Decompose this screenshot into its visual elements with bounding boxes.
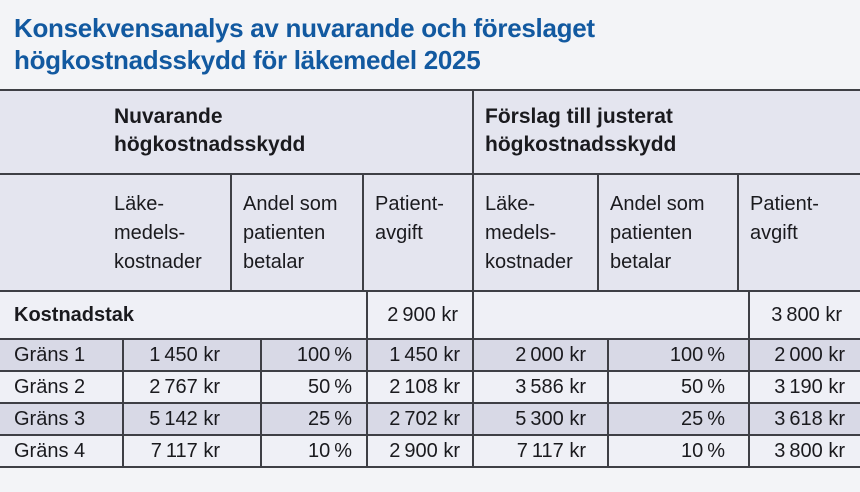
page-title: Konsekvensanalys av nuvarande och föresl…	[14, 12, 846, 76]
table-cell: 100 %	[260, 340, 366, 370]
infographic-page: Konsekvensanalys av nuvarande och föresl…	[0, 12, 860, 492]
table-cell: 2 900 kr	[366, 436, 472, 466]
page-title-line2: högkostnadsskydd för läkemedel 2025	[14, 45, 481, 75]
table-cell: 3 586 kr	[472, 372, 607, 402]
table-row-grans-3: Gräns 3 5 142 kr 25 % 2 702 kr 5 300 kr …	[0, 404, 860, 436]
row-label: Gräns 2	[14, 375, 86, 398]
row-label-kostnadstak: Kostnadstak	[14, 303, 135, 326]
cell-kostnadstak-forslag-spacer	[472, 292, 748, 338]
row-label: Gräns 3	[14, 407, 86, 430]
table-cell: 2 767 kr	[122, 372, 260, 402]
column-header-nuvarande-andel: Andel som patienten betalar	[230, 175, 362, 290]
group-header-forslag: Förslag till justerat högkostnadsskydd	[472, 91, 860, 173]
table-cell: 5 142 kr	[122, 404, 260, 434]
table-cell: 2 000 kr	[472, 340, 607, 370]
cost-protection-table: Nuvarande högkostnadsskydd Förslag till …	[0, 89, 860, 468]
table-cell: 25 %	[260, 404, 366, 434]
table-cell: 50 %	[260, 372, 366, 402]
table-cell: 1 450 kr	[366, 340, 472, 370]
table-row-grans-1: Gräns 1 1 450 kr 100 % 1 450 kr 2 000 kr…	[0, 340, 860, 372]
table-cell: 3 800 kr	[748, 436, 860, 466]
column-header-nuvarande-patientavgift: Patient- avgift	[362, 175, 472, 290]
group-header-row: Nuvarande högkostnadsskydd Förslag till …	[0, 91, 860, 175]
cell-kostnadstak-forslag-patientavgift: 3 800 kr	[748, 292, 860, 338]
table-cell: 10 %	[260, 436, 366, 466]
table-cell: 10 %	[607, 436, 748, 466]
table-cell: 50 %	[607, 372, 748, 402]
column-header-forslag-lakemedelskostnader: Läke- medels- kostnader	[472, 175, 597, 290]
table-row-grans-4: Gräns 4 7 117 kr 10 % 2 900 kr 7 117 kr …	[0, 436, 860, 468]
cell-kostnadstak-nuvarande-patientavgift: 2 900 kr	[366, 292, 472, 338]
table-cell: 3 190 kr	[748, 372, 860, 402]
kostnadstak-row: Kostnadstak 2 900 kr 3 800 kr	[0, 292, 860, 340]
table-cell: 7 117 kr	[122, 436, 260, 466]
page-title-line1: Konsekvensanalys av nuvarande och föresl…	[14, 13, 595, 43]
column-header-forslag-andel: Andel som patienten betalar	[597, 175, 737, 290]
row-label: Gräns 1	[14, 343, 86, 366]
table-cell: 100 %	[607, 340, 748, 370]
table-cell: 2 000 kr	[748, 340, 860, 370]
table-cell: 1 450 kr	[122, 340, 260, 370]
table-cell: 3 618 kr	[748, 404, 860, 434]
table-cell: 2 702 kr	[366, 404, 472, 434]
group-header-nuvarande: Nuvarande högkostnadsskydd	[114, 105, 306, 156]
column-header-nuvarande-lakemedelskostnader: Läke- medels- kostnader	[114, 193, 202, 273]
table-cell: 5 300 kr	[472, 404, 607, 434]
row-label: Gräns 4	[14, 439, 86, 462]
table-cell: 25 %	[607, 404, 748, 434]
table-cell: 7 117 kr	[472, 436, 607, 466]
table-row-grans-2: Gräns 2 2 767 kr 50 % 2 108 kr 3 586 kr …	[0, 372, 860, 404]
column-header-forslag-patientavgift: Patient- avgift	[737, 175, 860, 290]
table-cell: 2 108 kr	[366, 372, 472, 402]
column-header-row: Läke- medels- kostnader Andel som patien…	[0, 175, 860, 292]
